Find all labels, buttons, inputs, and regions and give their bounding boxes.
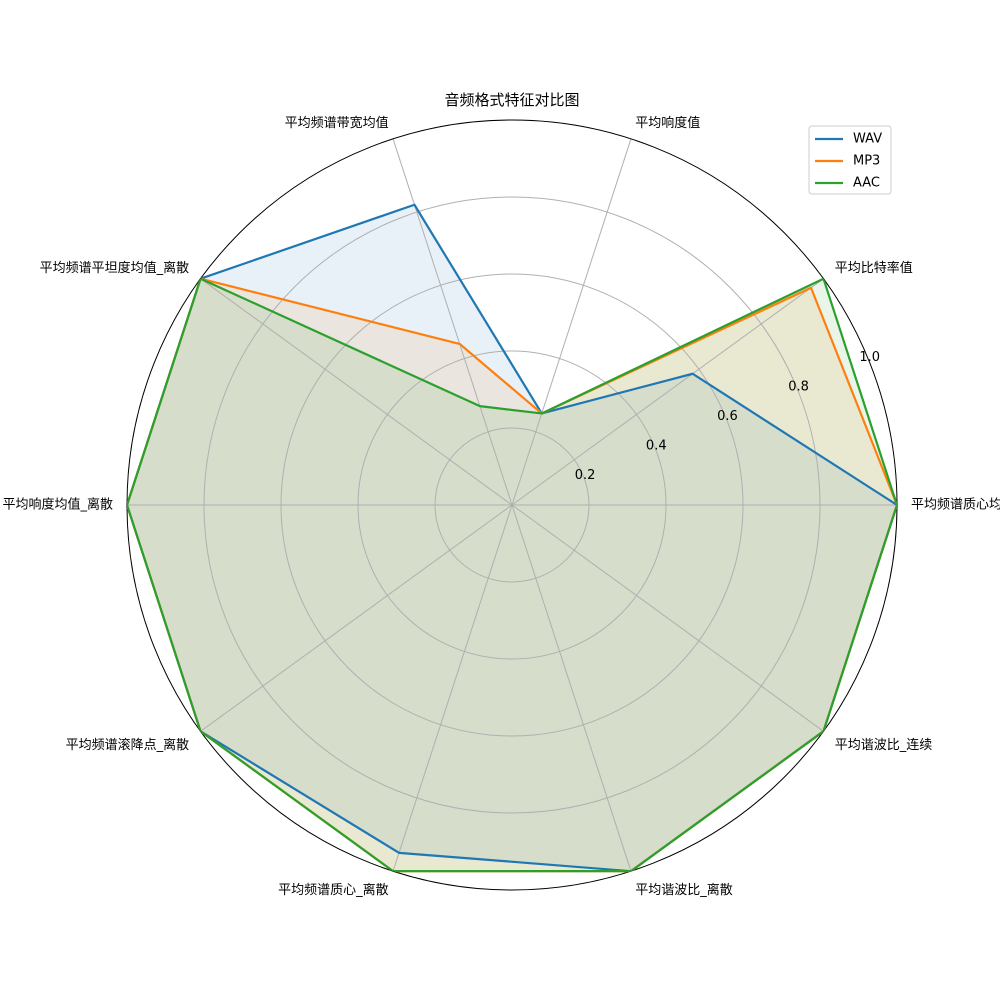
series-line-aac <box>127 277 897 873</box>
chart-title: 音频格式特征对比图 <box>444 91 579 109</box>
axis-label: 平均响度均值_离散 <box>2 497 113 513</box>
grid-spoke <box>511 504 824 732</box>
axis-labels: 平均频谱质心均值 平均比特率值 平均响度值 平均频谱带宽均值平均频谱平坦度均值_离散平… <box>2 115 1000 898</box>
radial-tick-label: 0.2 <box>575 468 596 483</box>
grid-spoke <box>392 138 513 506</box>
grid-spoke <box>200 504 513 732</box>
axis-label: 平均响度值 <box>635 115 700 131</box>
grid-spoke <box>392 504 513 872</box>
grid-spoke <box>511 278 824 506</box>
legend-label-aac: AAC <box>853 176 880 191</box>
radial-tick-label: 0.4 <box>646 439 667 454</box>
legend-label-mp3: MP3 <box>853 154 880 169</box>
axis-label: 平均频谱平坦度均值_离散 <box>40 260 190 276</box>
series-fill-mp3 <box>127 278 897 872</box>
axis-label: 平均频谱带宽均值 <box>285 115 389 131</box>
series-fill-wav <box>127 204 897 872</box>
radial-tick-label: 0.6 <box>717 409 738 424</box>
radial-tick-label: 1.0 <box>859 350 880 365</box>
axis-label: 平均谐波比_连续 <box>835 737 933 753</box>
axis-label: 平均谐波比_离散 <box>635 882 733 898</box>
axis-label: 平均频谱质心均值 <box>911 497 1000 513</box>
radial-tick-labels: 0.2 0.4 0.6 0.8 1.0 <box>575 350 880 483</box>
axis-label: 平均比特率值 <box>835 260 913 276</box>
legend-label-wav: WAV <box>853 132 882 147</box>
series-fill-aac <box>127 278 897 872</box>
grid-spoke <box>200 278 513 506</box>
series-lines <box>127 203 897 873</box>
grid-spoke <box>511 138 632 506</box>
axis-label: 平均频谱质心_离散 <box>278 882 389 898</box>
series-fills <box>127 204 897 872</box>
legend: WAV MP3 AAC <box>808 125 892 195</box>
axis-label: 平均频谱滚降点_离散 <box>66 737 190 753</box>
grid-spoke <box>511 504 632 872</box>
legend-box <box>808 125 892 195</box>
radial-tick-label: 0.8 <box>788 380 809 395</box>
